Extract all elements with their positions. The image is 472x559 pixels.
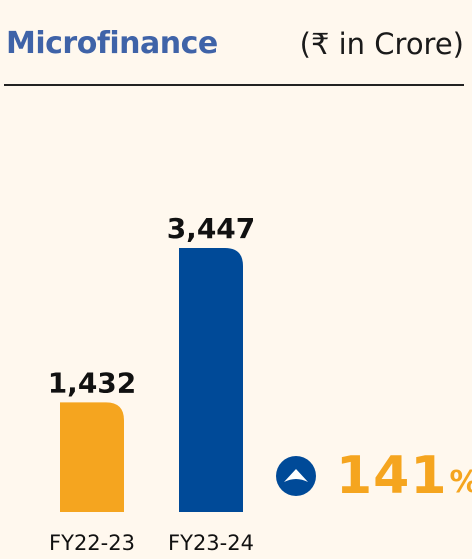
growth-value: 141 (336, 446, 448, 506)
page-title: Microfinance (6, 26, 218, 61)
up-arrow-circle-icon (276, 456, 316, 496)
bar-fy23-24 (179, 248, 243, 512)
bar-fy22-23 (60, 402, 124, 512)
header-divider (4, 84, 464, 86)
data-label: 3,447 (167, 212, 256, 245)
category-label: FY23-24 (168, 531, 254, 555)
data-label: 1,432 (48, 366, 137, 399)
category-label: FY22-23 (49, 531, 135, 555)
growth-indicator: 141 % (276, 450, 472, 502)
growth-unit: % (450, 468, 472, 498)
unit-label: (₹ in Crore) (299, 27, 464, 61)
